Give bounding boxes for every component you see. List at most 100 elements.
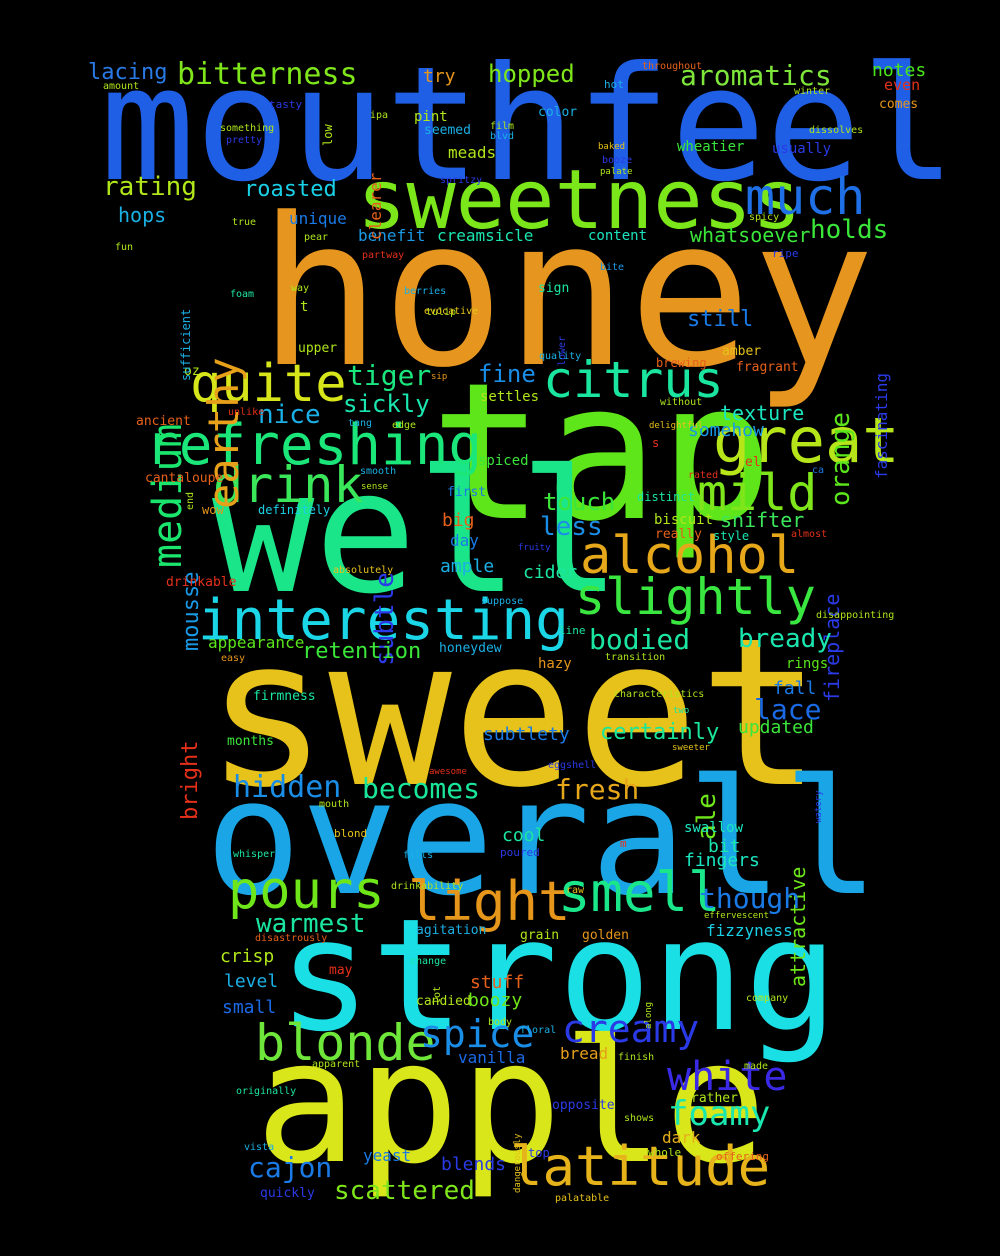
word-smooth: smooth (360, 466, 397, 477)
word-palate: palate (600, 167, 633, 177)
word-delightful: delightful (649, 421, 704, 431)
word-t: t (300, 299, 309, 315)
word-bite: bite (600, 262, 625, 273)
word-sign: sign (538, 281, 570, 296)
word-sickly: sickly (343, 390, 430, 418)
word-aromatics: aromatics (680, 59, 832, 92)
word-tap: tap (430, 342, 774, 563)
word-sweet: sweet (205, 595, 823, 833)
word-orange: orange (826, 411, 856, 506)
word-characteristics: characteristics (614, 689, 705, 700)
word-fall: fall (773, 678, 817, 699)
word-sip: sip (431, 372, 448, 382)
word-low: low (321, 124, 335, 147)
word-foam: foam (230, 289, 255, 300)
word-cajon: cajon (248, 1151, 333, 1184)
word-floral: floral (520, 1025, 557, 1036)
word-roasted: roasted (244, 177, 337, 202)
word-fine: fine (478, 360, 536, 388)
word-dissolves: dissolves (809, 125, 864, 136)
word-drinkability: drinkability (391, 881, 464, 892)
word-ample: ample (440, 556, 495, 577)
word-made: made (744, 1061, 769, 1072)
word-change: change (410, 956, 447, 967)
word-cantaloupe: cantaloupe (145, 471, 224, 486)
word-blonde: blonde (255, 1014, 436, 1072)
word-definitely: definitely (258, 503, 331, 517)
word-bright: bright (178, 740, 203, 820)
word-golden: golden (582, 928, 629, 943)
word-throughout: throughout (642, 61, 703, 72)
word-appearance: appearance (208, 633, 305, 652)
word-small: small (222, 997, 277, 1018)
word-unique: unique (289, 209, 347, 228)
word-amount: amount (103, 81, 140, 92)
word-content: content (588, 228, 648, 244)
word-bready: bready (738, 624, 832, 654)
word-quality: quality (539, 351, 582, 362)
word-fingers: fingers (684, 850, 760, 871)
word-hot: hot (604, 78, 624, 91)
word-ca: ca (812, 465, 825, 476)
word-film: film (490, 121, 515, 132)
word-evocative: evocative (424, 306, 479, 317)
word-meads: meads (448, 143, 497, 162)
word-much: much (745, 168, 866, 226)
word-whatsoever: whatsoever (690, 223, 811, 247)
word-bread: bread (560, 1044, 609, 1063)
word-mouthfeel: mouthfeel (100, 33, 957, 217)
word-tang: tang (348, 418, 373, 429)
word-ancient: ancient (136, 414, 191, 429)
word-usually: usually (772, 141, 832, 157)
word-suppose: suppose (481, 596, 524, 607)
word-top: top (528, 1146, 550, 1160)
word-white: white (667, 1054, 788, 1100)
word-unlike: unlike (228, 407, 265, 418)
word-hops: hops (118, 203, 167, 227)
word-stuff: stuff (470, 972, 525, 993)
word-creamy: creamy (562, 1007, 700, 1051)
word-becomes: becomes (362, 772, 481, 805)
word-smell: smell (558, 861, 721, 924)
word-brewing: brewing (656, 356, 707, 370)
word-tasty: tasty (269, 98, 303, 111)
word-day: day (450, 531, 479, 550)
word-lace: lace (754, 693, 822, 726)
word-el: el (745, 455, 761, 470)
word-transition: transition (605, 652, 666, 663)
word-refreshing: refreshing (145, 413, 483, 478)
word-boozy: boozy (468, 990, 523, 1011)
word-updated: updated (738, 717, 814, 738)
word-effervescent: effervescent (704, 911, 770, 921)
word-true: true (232, 217, 257, 228)
word-earthy: earthy (199, 357, 248, 510)
word-retention: retention (302, 639, 422, 664)
word-seemed: seemed (424, 123, 471, 138)
word-blends: blends (441, 1154, 507, 1175)
word-subtlety: subtlety (483, 724, 570, 745)
word-wheatier: wheatier (677, 139, 745, 155)
word-style: style (713, 529, 750, 543)
word-edge: edge (392, 420, 417, 431)
word-bit: bit (708, 836, 741, 857)
word-tulip: tulip (426, 307, 457, 318)
word-sufficient: sufficient (179, 309, 193, 382)
word-line: line (559, 624, 586, 637)
word-distinct: distinct (637, 490, 695, 504)
word-less: less (540, 512, 603, 542)
word-rather: rather (691, 1091, 738, 1106)
word-interesting: interesting (198, 588, 569, 653)
word-touch: touch (543, 488, 616, 516)
word-nice: nice (258, 400, 321, 430)
word-firmness: firmness (253, 689, 316, 704)
word-sweetness: sweetness (357, 153, 802, 248)
word-certainly: certainly (600, 720, 720, 745)
word-s: s (652, 436, 660, 450)
word-quickly: quickly (260, 1186, 315, 1201)
word-whole: whole (648, 1146, 682, 1159)
word-clearer: clearer (366, 173, 385, 241)
word-pear: pear (304, 232, 329, 243)
word-shows: shows (624, 1113, 655, 1124)
word-creamsicle: creamsicle (437, 226, 534, 245)
